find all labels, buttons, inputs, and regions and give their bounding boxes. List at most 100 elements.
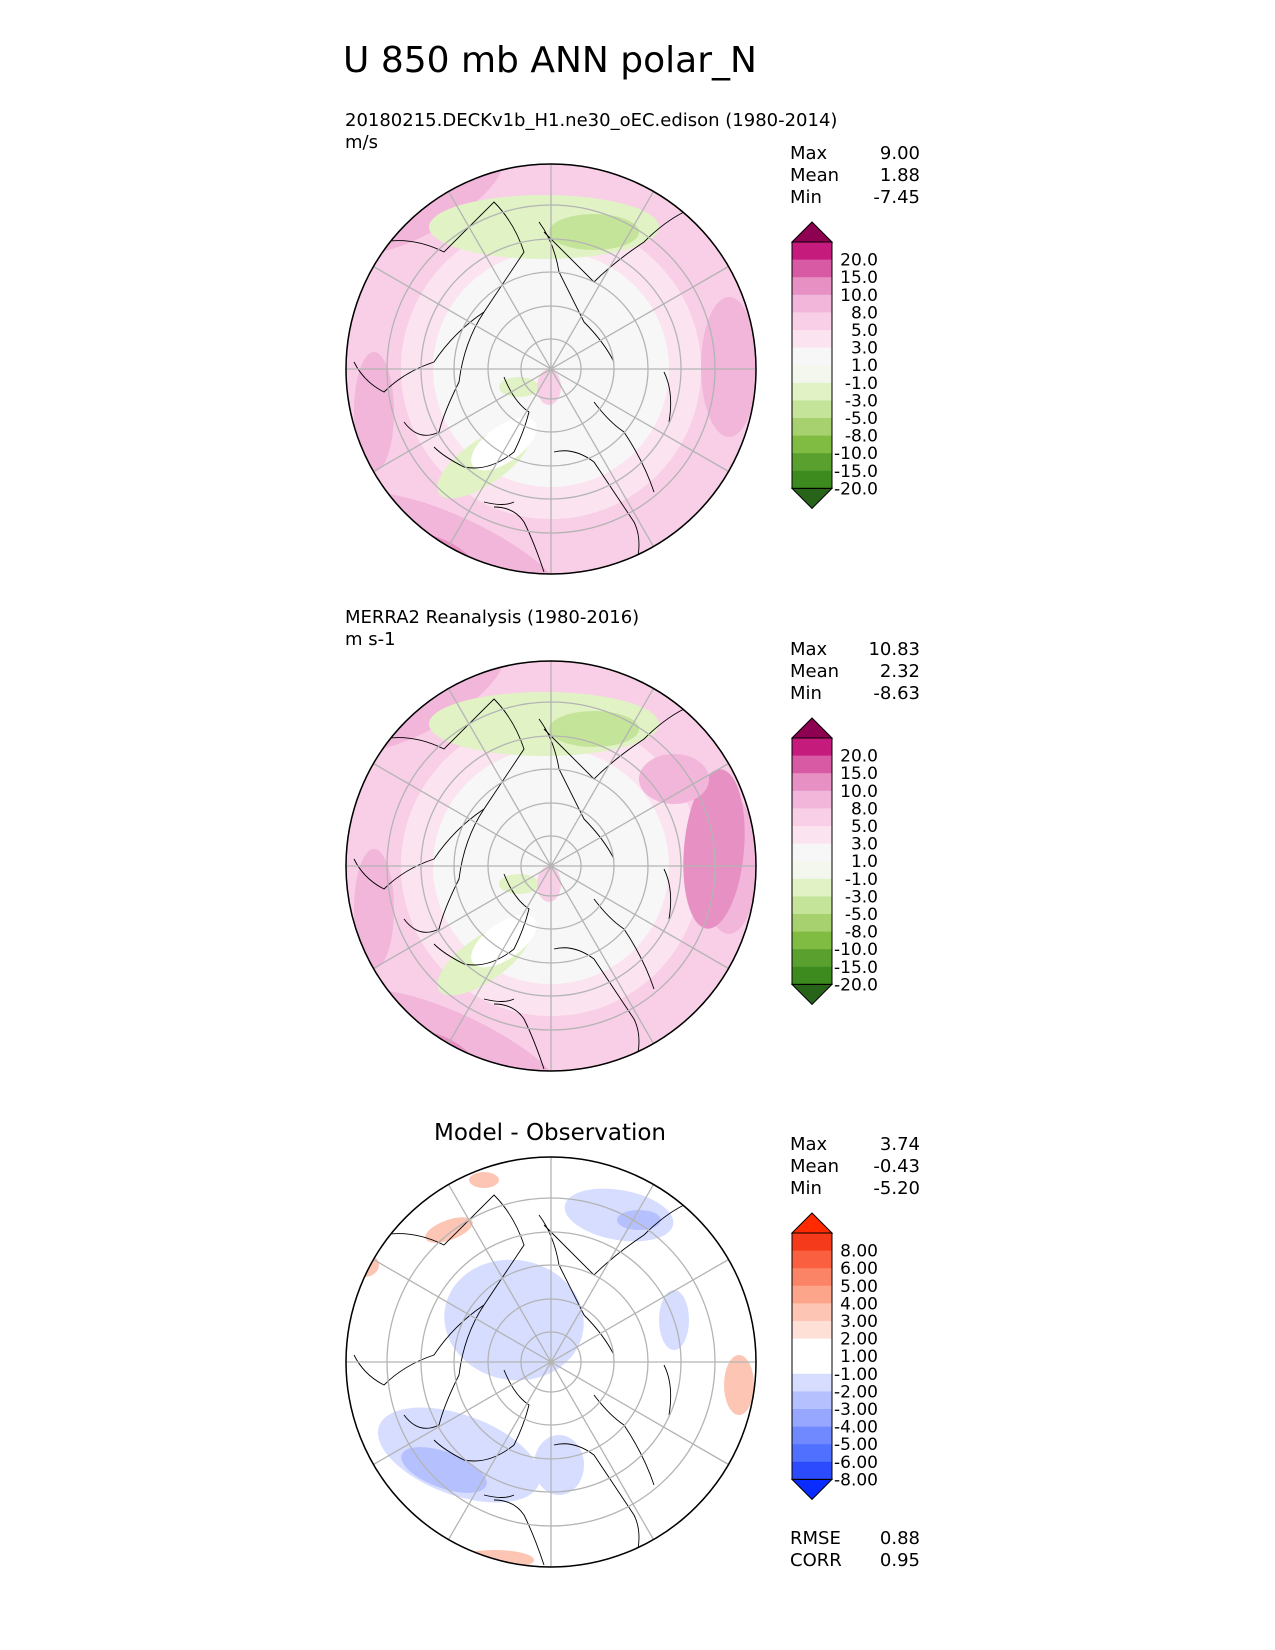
model-colorbar-segment [792, 242, 832, 261]
diff-min-value: -5.20 [873, 1178, 920, 1199]
jet-patch [639, 754, 709, 804]
model-colorbar-segment [792, 418, 832, 437]
diff-colorbar-segment [792, 1409, 832, 1428]
model-colorbar-segment [792, 330, 832, 349]
diff-colorbar-segment [792, 1356, 832, 1375]
map-field [346, 661, 756, 1071]
coastline-segment [433, 1369, 530, 1462]
diff-colorbar-tick-label: 3.00 [840, 1312, 878, 1332]
obs-colorbar-segment [792, 738, 832, 757]
pink-spot [537, 866, 561, 902]
obs-colorbar-tick-label: 15.0 [840, 764, 878, 784]
diff-colorbar-tick-label: 6.00 [840, 1259, 878, 1279]
diff-colorbar-tick-label: 4.00 [840, 1294, 878, 1314]
obs-colorbar-tick-label: -15.0 [834, 958, 878, 978]
coastline-segment [493, 1499, 545, 1566]
model-colorbar-tick-label: -15.0 [834, 462, 878, 482]
jet-patch [701, 297, 756, 437]
model-colorbar-tick-label: 3.0 [851, 339, 878, 359]
figure-title: U 850 mb ANN polar_N [343, 40, 757, 81]
coastline-segment [493, 506, 545, 573]
obs-colorbar-tick-label: -8.0 [845, 923, 878, 943]
model-min-value: -7.45 [873, 187, 920, 208]
obs-min-value: -8.63 [873, 683, 920, 704]
diff-colorbar-segment [792, 1461, 832, 1480]
obs-stats: Max 10.83 Mean 2.32 Min -8.63 [790, 639, 920, 705]
diff-max-value: 3.74 [879, 1134, 920, 1155]
obs-mean-value: 2.32 [879, 661, 920, 682]
diff-colorbar-top-extend [790, 1212, 834, 1234]
negative-patch [534, 1435, 584, 1495]
model-colorbar-segment [792, 470, 832, 489]
diff-max-label: Max [790, 1134, 828, 1155]
positive-patch [454, 1550, 534, 1567]
obs-colorbar-tick-label: -1.0 [845, 870, 878, 890]
diff-colorbar-segment [792, 1391, 832, 1410]
coastline-segment [403, 1304, 485, 1429]
obs-colorbar-tick-label: 10.0 [840, 782, 878, 802]
diff-colorbar-segment [792, 1285, 832, 1304]
model-colorbar-top-extend [790, 221, 834, 243]
coastline-segment [403, 311, 485, 436]
negative-patch [617, 1210, 661, 1230]
rmse-value: 0.88 [879, 1528, 920, 1549]
diff-colorbar-tick-label: 1.00 [840, 1347, 878, 1367]
model-colorbar-tick-label: 10.0 [840, 286, 878, 306]
obs-colorbar-segment [792, 773, 832, 792]
model-colorbar-segment [792, 365, 832, 384]
positive-patch [469, 1172, 499, 1188]
diff-stats: Max 3.74 Mean -0.43 Min -5.20 [790, 1134, 920, 1200]
obs-max-value: 10.83 [868, 639, 920, 660]
obs-colorbar-bottom-extend [790, 983, 834, 1006]
model-colorbar-tick-label: 20.0 [840, 251, 878, 271]
diff-min-label: Min [790, 1178, 822, 1199]
obs-colorbar-tick-label: -20.0 [834, 975, 878, 995]
diff-colorbar-segment [792, 1250, 832, 1269]
obs-colorbar-segment [792, 931, 832, 950]
model-colorbar-segment [792, 294, 832, 313]
coastline-segment [663, 1364, 672, 1416]
diff-colorbar-segment [792, 1303, 832, 1322]
diff-colorbar: 8.006.005.004.003.002.001.00-1.00-2.00-3… [790, 1212, 878, 1501]
diff-colorbar-segment [792, 1321, 832, 1340]
diff-colorbar-tick-label: 2.00 [840, 1330, 878, 1350]
coastline-segment [483, 501, 515, 505]
diff-panel-title: Model - Observation [433, 1120, 667, 1146]
model-colorbar-tick-label: 15.0 [840, 268, 878, 288]
diff-colorbar-tick-label: -5.00 [834, 1435, 878, 1455]
diff-colorbar-segment [792, 1444, 832, 1463]
model-panel-units: m/s [345, 132, 378, 153]
coastlines [353, 201, 725, 573]
model-colorbar-segment [792, 435, 832, 454]
coastline-segment [353, 698, 525, 890]
coastline-segment [353, 201, 525, 393]
coastline-segment [403, 808, 485, 933]
model-max-value: 9.00 [879, 143, 920, 164]
coastline-segment [493, 1003, 545, 1070]
diff-colorbar-segment [792, 1233, 832, 1252]
corr-label: CORR [790, 1550, 842, 1571]
meridian-line [447, 1184, 655, 1540]
map-boundary [345, 163, 757, 575]
model-colorbar-tick-label: 8.0 [851, 303, 878, 323]
model-polar-map [345, 163, 757, 575]
obs-colorbar-tick-label: 5.0 [851, 817, 878, 837]
model-colorbar-tick-label: -10.0 [834, 444, 878, 464]
coastline-segment [483, 998, 515, 1002]
model-colorbar-tick-label: -1.0 [845, 374, 878, 394]
jet-patch [354, 352, 394, 472]
obs-colorbar-tick-label: -10.0 [834, 940, 878, 960]
obs-max-label: Max [790, 639, 828, 660]
obs-panel-units: m s-1 [345, 629, 396, 650]
diff-colorbar-segment [792, 1338, 832, 1357]
coastline-segment [663, 868, 672, 920]
map-boundary [345, 660, 757, 1072]
model-colorbar-segment [792, 259, 832, 278]
model-colorbar-segment [792, 400, 832, 419]
obs-colorbar-segment [792, 808, 832, 827]
negative-patch [444, 1259, 584, 1381]
diff-metrics: RMSE 0.88 CORR 0.95 [790, 1528, 920, 1572]
obs-colorbar-segment [792, 949, 832, 968]
obs-colorbar-segment [792, 914, 832, 933]
diff-colorbar-tick-label: -8.00 [834, 1470, 878, 1490]
